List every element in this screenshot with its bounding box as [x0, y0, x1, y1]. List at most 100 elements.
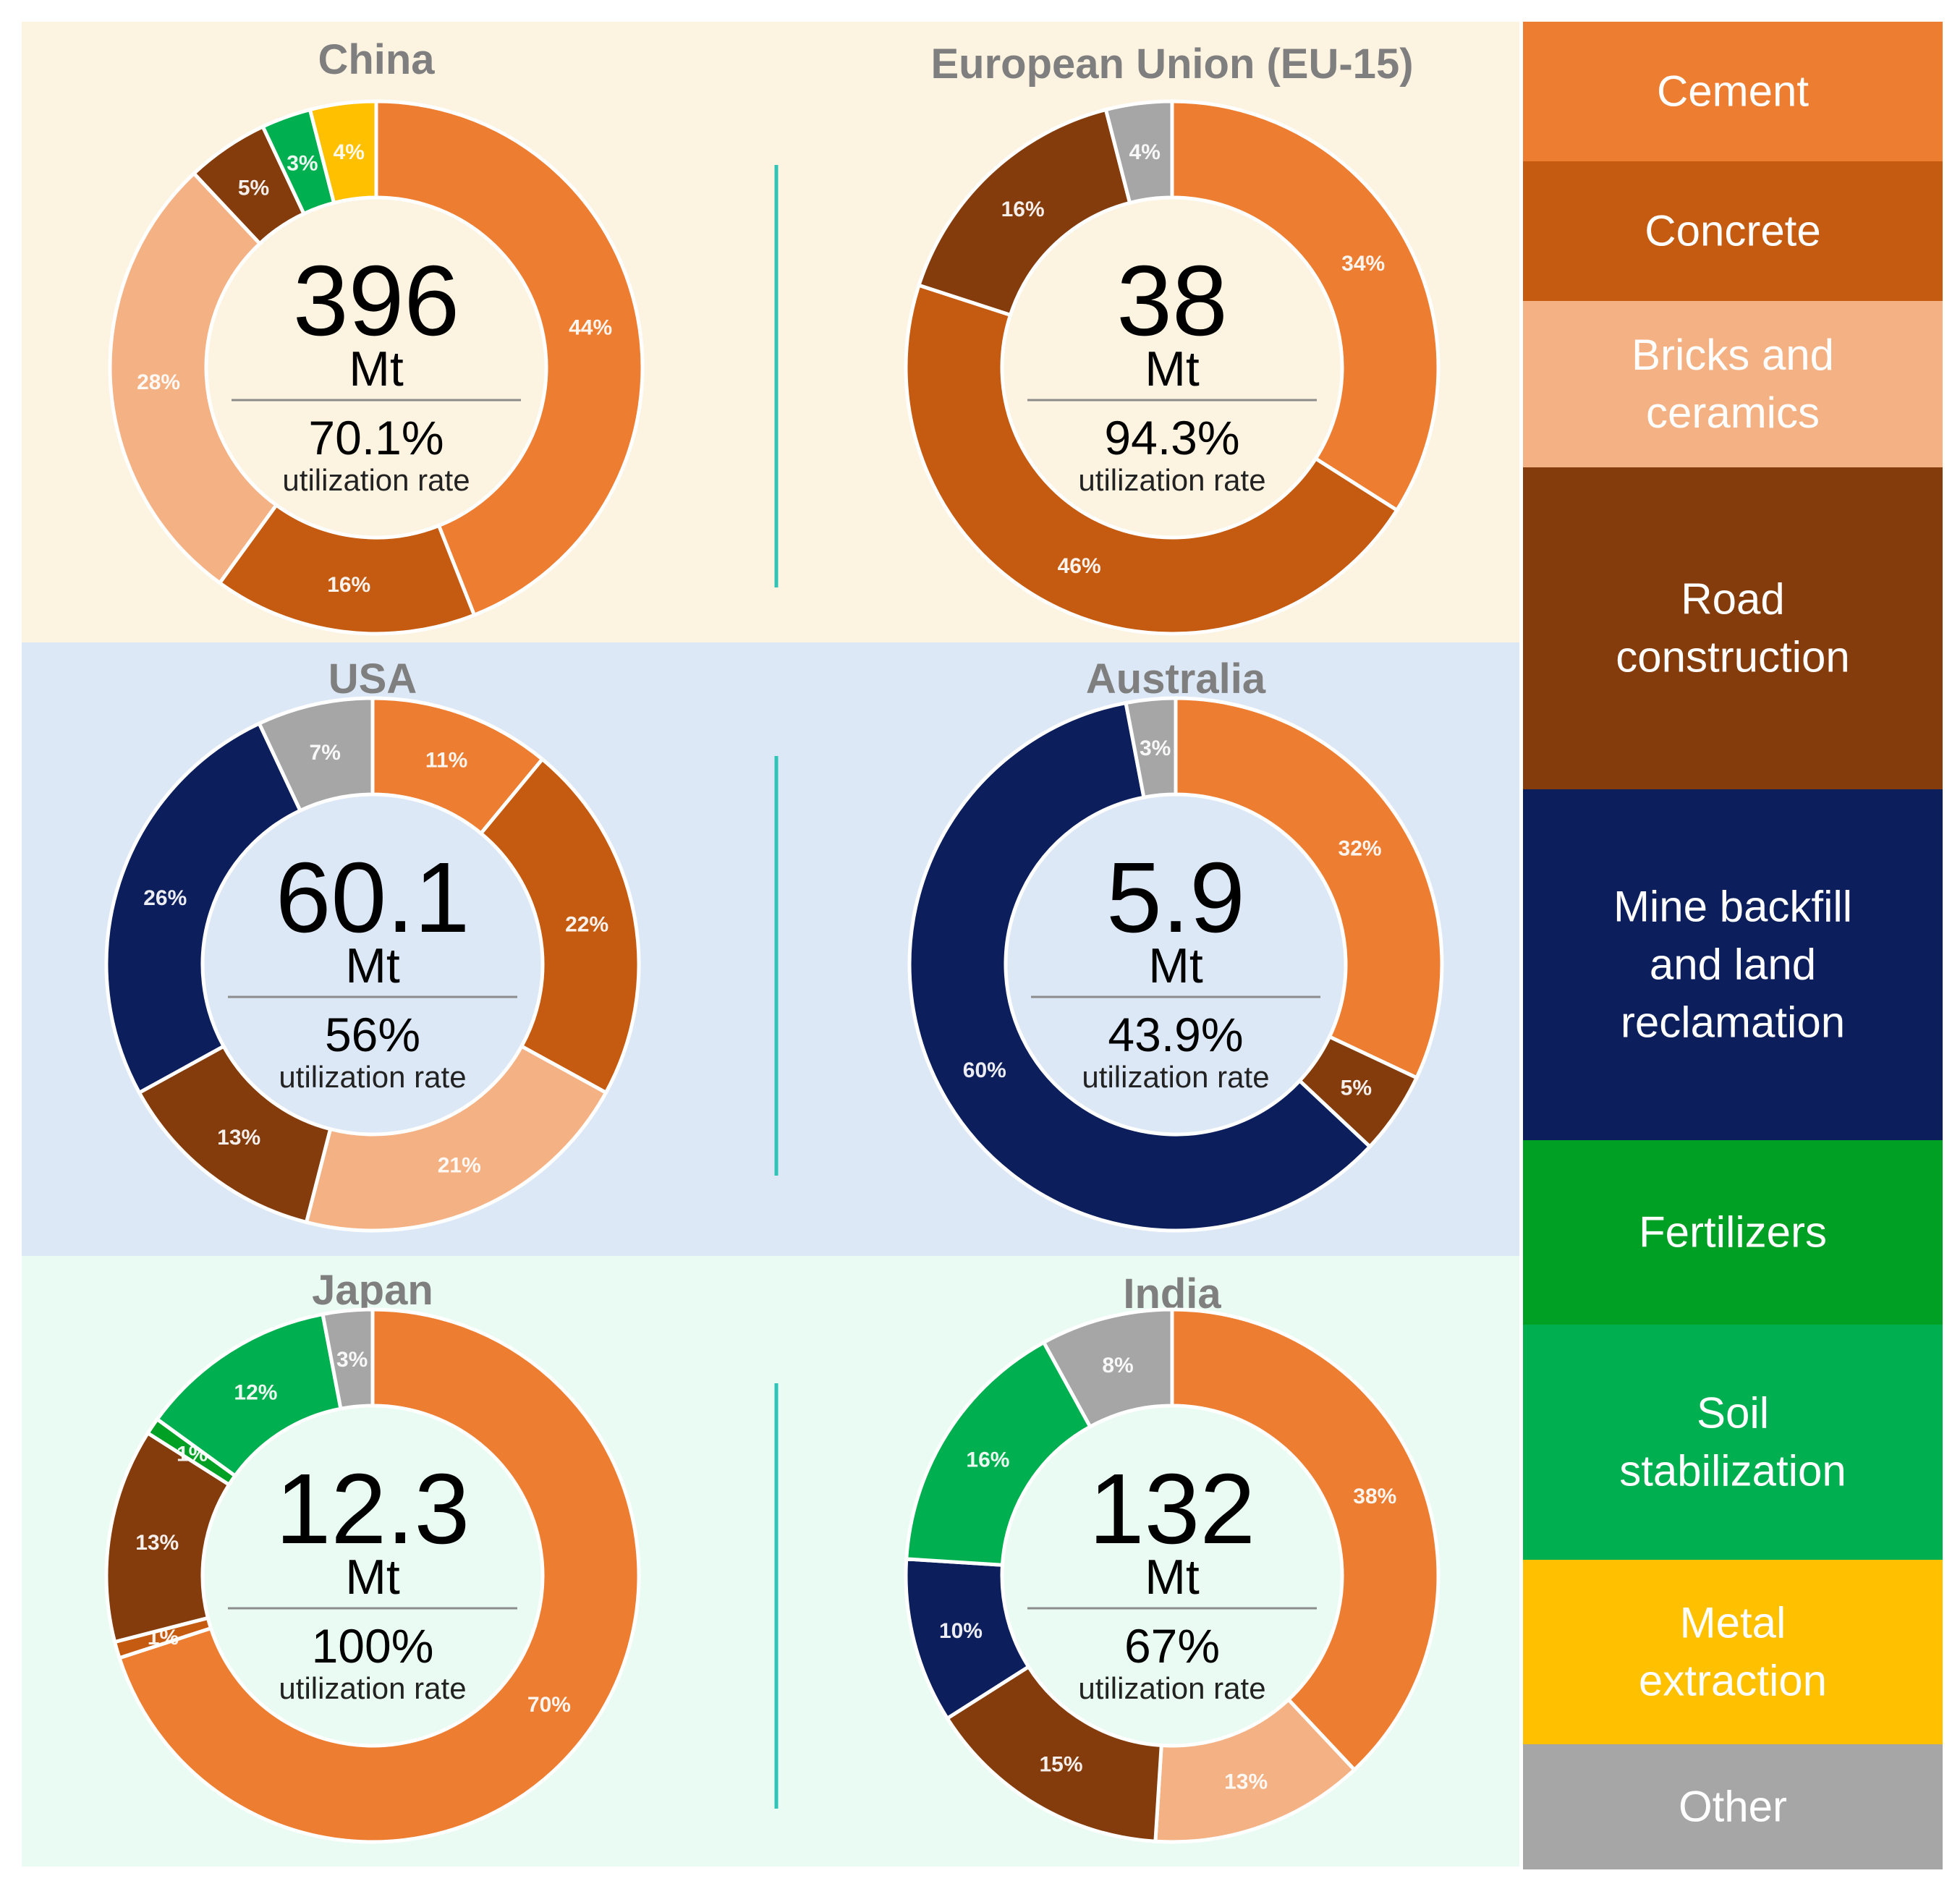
- legend-swatch: [1523, 467, 1943, 789]
- legend-swatch: [1523, 161, 1943, 301]
- legend-swatch: [1523, 1325, 1943, 1560]
- legend-item-road-construction: Road construction: [1523, 467, 1943, 789]
- legend-label: and land: [1650, 940, 1816, 989]
- chart-title: Japan: [312, 1267, 433, 1314]
- slice-label: 13%: [1224, 1770, 1268, 1794]
- legend-swatch: [1523, 1140, 1943, 1325]
- slice-label: 22%: [565, 913, 608, 937]
- total-unit: Mt: [1148, 938, 1203, 993]
- total-value: 60.1: [276, 842, 470, 954]
- slice-other: [1103, 99, 1174, 205]
- slice-cement: [1170, 99, 1441, 513]
- legend-label: stabilization: [1619, 1447, 1846, 1495]
- slice-concrete: [904, 283, 1400, 636]
- slice-label: 10%: [939, 1619, 983, 1643]
- utilization-rate: 100%: [312, 1619, 434, 1673]
- slice-label: 26%: [143, 886, 187, 910]
- slice-label: 28%: [137, 370, 180, 394]
- slice-label: 16%: [1001, 198, 1045, 221]
- slice-road-construction: [916, 107, 1132, 318]
- legend-label: reclamation: [1621, 998, 1845, 1047]
- slice-label: 11%: [425, 748, 467, 772]
- slice-label: 3%: [1140, 736, 1171, 760]
- slice-label: 16%: [327, 573, 370, 597]
- utilization-rate: 43.9%: [1108, 1008, 1243, 1061]
- slice-label: 34%: [1341, 252, 1385, 276]
- utilization-rate-label: utilization rate: [1078, 463, 1265, 497]
- slice-other: [1124, 696, 1178, 800]
- utilization-rate: 67%: [1124, 1619, 1220, 1673]
- slice-label: 4%: [334, 140, 365, 164]
- legend-item-cement: Cement: [1523, 22, 1943, 161]
- legend-swatch: [1523, 1744, 1943, 1869]
- chart-title: USA: [328, 655, 417, 702]
- total-value: 132: [1089, 1453, 1255, 1565]
- legend-label: Other: [1679, 1783, 1787, 1831]
- legend-label: Road: [1681, 575, 1784, 624]
- slice-bricks-and-ceramics: [304, 1043, 608, 1233]
- slice-label: 38%: [1353, 1485, 1396, 1508]
- slice-label: 16%: [966, 1448, 1009, 1472]
- slice-mine-backfill-and-land-reclamation: [907, 700, 1373, 1233]
- utilization-rate-label: utilization rate: [279, 1060, 466, 1094]
- slice-label: 3%: [287, 151, 318, 175]
- total-unit: Mt: [345, 938, 400, 993]
- legend: Cement Concrete Bricks and ceramics Road cons…: [1523, 22, 1943, 1869]
- slice-label: 3%: [336, 1348, 368, 1372]
- slice-mine-backfill-and-land-reclamation: [104, 721, 303, 1095]
- total-unit: Mt: [1145, 341, 1200, 396]
- utilization-rate: 56%: [325, 1008, 420, 1061]
- slice-label: 7%: [310, 741, 341, 765]
- utilization-rate-label: utilization rate: [1082, 1060, 1269, 1094]
- legend-swatch: [1523, 22, 1943, 161]
- total-value: 38: [1116, 245, 1228, 357]
- donut-india: India38%13%15%10%16%8%132Mt67%utilizatio…: [904, 1270, 1441, 1844]
- legend-swatch: [1523, 301, 1943, 467]
- legend-label: Mine backfill: [1613, 883, 1852, 931]
- utilization-rate: 94.3%: [1104, 411, 1239, 464]
- slice-label: 4%: [1129, 140, 1161, 164]
- legend-label: Soil: [1697, 1389, 1769, 1438]
- total-value: 5.9: [1106, 842, 1245, 954]
- legend-label: construction: [1616, 633, 1850, 682]
- slice-label: 60%: [963, 1058, 1006, 1082]
- legend-item-soil-stabilization: Soil stabilization: [1523, 1325, 1943, 1560]
- utilization-rate-label: utilization rate: [1078, 1671, 1265, 1705]
- slice-label: 32%: [1339, 836, 1382, 860]
- slice-label: 8%: [1102, 1354, 1133, 1377]
- slice-other: [321, 1307, 375, 1411]
- chart-title: China: [318, 36, 435, 83]
- donut-australia: Australia 32% 5% 60% 3% 5.9Mt 43.9%utilization…: [907, 655, 1444, 1233]
- legend-label: Concrete: [1645, 207, 1820, 255]
- slice-cement: [1170, 1307, 1441, 1772]
- legend-item-mine-backfill-and-land-reclamation: Mine backfill and land reclamation: [1523, 789, 1943, 1140]
- legend-item-metal-extraction: Metal extraction: [1523, 1560, 1943, 1744]
- slice-cement: [1174, 696, 1444, 1081]
- slice-label: 5%: [238, 177, 269, 200]
- legend-item-concrete: Concrete: [1523, 161, 1943, 301]
- total-value: 396: [293, 245, 459, 357]
- legend-label: Cement: [1657, 67, 1809, 116]
- slice-cement: [374, 99, 645, 618]
- slice-label: 21%: [438, 1154, 481, 1178]
- slice-concrete: [478, 756, 641, 1095]
- utilization-rate: 70.1%: [308, 411, 444, 464]
- legend-swatch: [1523, 789, 1943, 1140]
- slice-other: [1041, 1307, 1174, 1430]
- slice-cement: [116, 1307, 641, 1844]
- legend-swatch: [1523, 1560, 1943, 1744]
- slice-label: 13%: [135, 1531, 179, 1555]
- total-unit: Mt: [1145, 1550, 1200, 1605]
- total-unit: Mt: [349, 341, 404, 396]
- legend-label: Metal: [1680, 1599, 1786, 1647]
- slice-label: 15%: [1040, 1753, 1083, 1777]
- slice-metal-extraction: [307, 99, 378, 205]
- slice-other: [256, 696, 375, 813]
- slice-concrete: [217, 502, 477, 636]
- slice-bricks-and-ceramics: [108, 171, 279, 586]
- slice-label: 46%: [1058, 554, 1101, 578]
